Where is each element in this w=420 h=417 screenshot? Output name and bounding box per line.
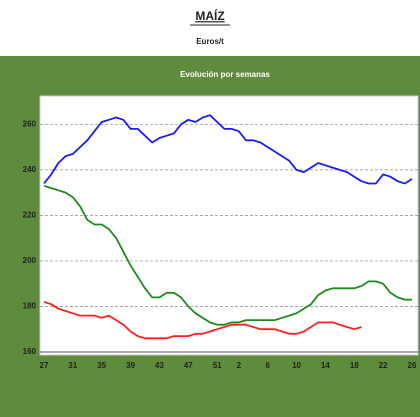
y-tick-label: 240 [23, 165, 37, 174]
chart-subtitle: Euros/t [196, 37, 224, 46]
y-tick-label: 220 [23, 211, 37, 220]
series-line [43, 301, 362, 340]
y-tick-label: 160 [23, 347, 37, 356]
chart-title: MAÍZ [195, 8, 224, 23]
x-tick-label: 47 [184, 361, 193, 370]
x-tick-label: 35 [97, 361, 106, 370]
x-tick-label: 26 [408, 361, 417, 370]
y-tick-label: 260 [23, 119, 37, 128]
x-tick-label: 14 [321, 361, 330, 370]
x-tick-label: 6 [265, 361, 270, 370]
y-tick-label: 180 [23, 302, 37, 311]
x-tick-label: 2 [237, 361, 242, 370]
x-tick-label: 43 [155, 361, 164, 370]
x-tick-label: 10 [292, 361, 301, 370]
y-tick-label: 200 [23, 256, 37, 265]
plot-title: Evolución por semanas [180, 70, 270, 79]
series-line [43, 184, 412, 326]
x-tick-label: 27 [40, 361, 49, 370]
x-tick-label: 22 [379, 361, 388, 370]
x-tick-label: 39 [126, 361, 135, 370]
series-line [43, 114, 413, 185]
x-tick-label: 31 [68, 361, 77, 370]
x-tick-label: 18 [350, 361, 359, 370]
x-tick-label: 51 [213, 361, 222, 370]
